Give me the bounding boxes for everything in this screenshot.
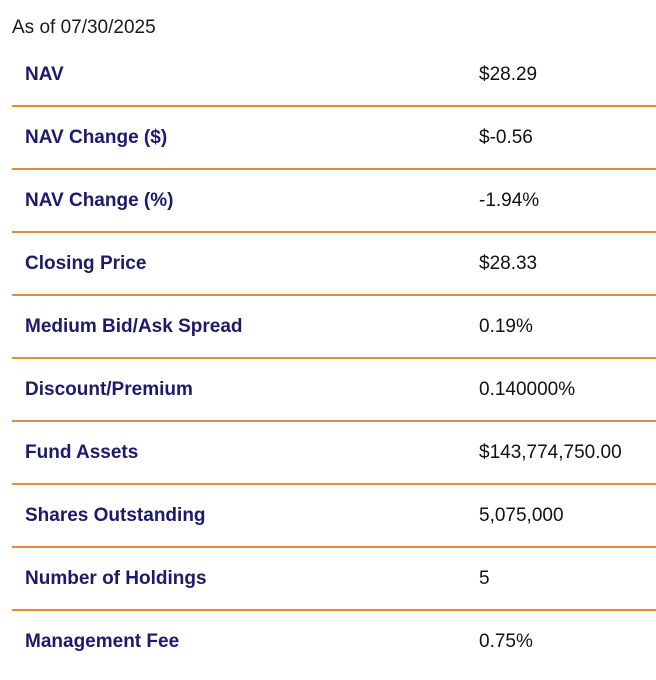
row-shares-outstanding: Shares Outstanding 5,075,000 [12, 485, 656, 548]
row-value: 0.140000% [479, 378, 576, 400]
row-nav-change-percent: NAV Change (%) -1.94% [12, 170, 656, 233]
row-value: $28.29 [479, 63, 538, 85]
row-closing-price: Closing Price $28.33 [12, 233, 656, 296]
row-label: Discount/Premium [25, 378, 193, 400]
row-value: 5 [479, 567, 490, 589]
row-label: NAV Change ($) [25, 126, 168, 148]
as-of-date: As of 07/30/2025 [12, 17, 156, 38]
fund-details-table: NAV $28.29 NAV Change ($) $-0.56 NAV Cha… [12, 44, 656, 672]
row-number-of-holdings: Number of Holdings 5 [12, 548, 656, 611]
row-value: 5,075,000 [479, 504, 564, 526]
row-label: Fund Assets [25, 441, 139, 463]
row-discount-premium: Discount/Premium 0.140000% [12, 359, 656, 422]
row-fund-assets: Fund Assets $143,774,750.00 [12, 422, 656, 485]
row-label: Number of Holdings [25, 567, 207, 589]
row-value: 0.19% [479, 315, 533, 337]
row-management-fee: Management Fee 0.75% [12, 611, 656, 672]
row-label: NAV [25, 63, 64, 85]
row-value: 0.75% [479, 630, 533, 652]
row-label: NAV Change (%) [25, 189, 174, 211]
row-nav: NAV $28.29 [12, 44, 656, 107]
row-value: $143,774,750.00 [479, 441, 622, 463]
row-label: Medium Bid/Ask Spread [25, 315, 243, 337]
row-nav-change-dollar: NAV Change ($) $-0.56 [12, 107, 656, 170]
row-label: Management Fee [25, 630, 180, 652]
row-label: Shares Outstanding [25, 504, 206, 526]
row-bid-ask-spread: Medium Bid/Ask Spread 0.19% [12, 296, 656, 359]
row-label: Closing Price [25, 252, 147, 274]
row-value: -1.94% [479, 189, 540, 211]
row-value: $28.33 [479, 252, 538, 274]
row-value: $-0.56 [479, 126, 533, 148]
